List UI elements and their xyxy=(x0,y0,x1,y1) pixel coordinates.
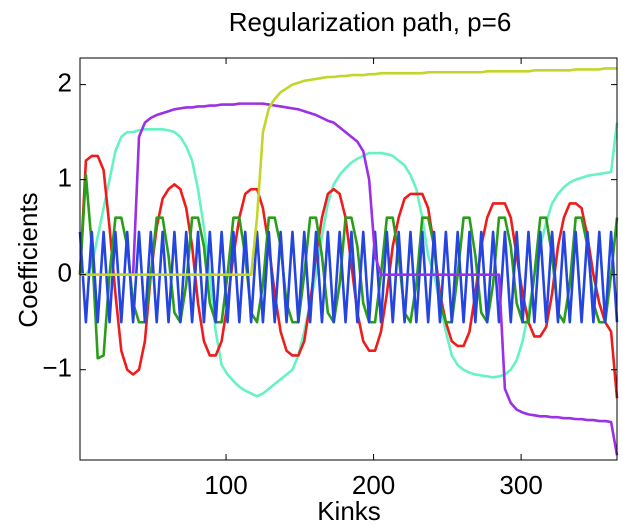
x-tick-label: 300 xyxy=(499,470,542,500)
series-line xyxy=(80,67,617,276)
x-tick-label: 100 xyxy=(204,470,247,500)
series-line xyxy=(80,102,619,456)
y-axis-label: Coefficients xyxy=(13,192,43,327)
chart-title: Regularization path, p=6 xyxy=(229,7,512,37)
x-axis-label: Kinks xyxy=(317,496,381,526)
y-tick-label: 1 xyxy=(58,163,72,193)
series-line xyxy=(78,173,619,360)
y-tick-label: 2 xyxy=(58,67,72,97)
plot-frame xyxy=(79,57,618,461)
y-tick-label: 0 xyxy=(58,258,72,288)
x-tick-label: 200 xyxy=(352,470,395,500)
series-line xyxy=(78,230,619,324)
y-tick-label: −1 xyxy=(42,353,72,383)
series-line xyxy=(78,154,619,399)
